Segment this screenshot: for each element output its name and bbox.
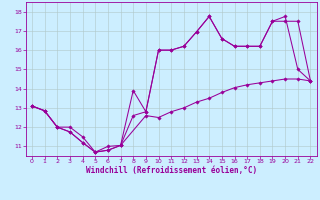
X-axis label: Windchill (Refroidissement éolien,°C): Windchill (Refroidissement éolien,°C) <box>86 166 257 175</box>
